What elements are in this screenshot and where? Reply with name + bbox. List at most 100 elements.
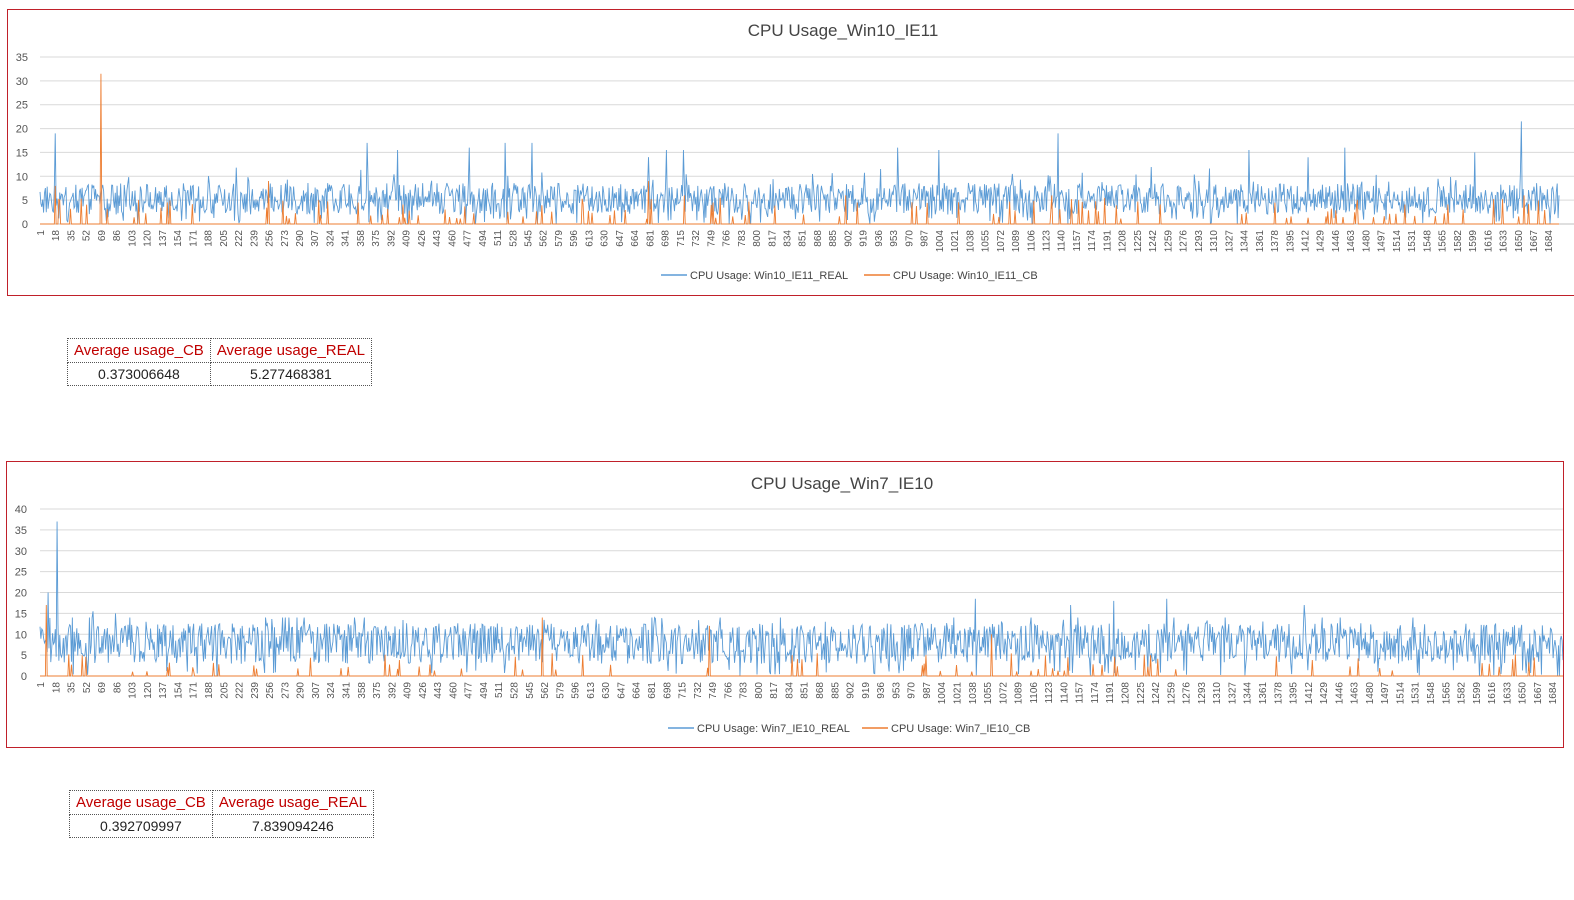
chart-title: CPU Usage_Win7_IE10 <box>751 474 933 493</box>
x-tick-label: 188 <box>204 230 215 247</box>
x-tick-label: 562 <box>540 682 551 699</box>
y-tick-label: 30 <box>15 546 27 558</box>
x-tick-label: 1446 <box>1331 230 1342 253</box>
x-tick-label: 579 <box>555 682 566 699</box>
x-tick-label: 970 <box>907 682 918 699</box>
x-tick-label: 1106 <box>1026 230 1037 252</box>
x-tick-label: 970 <box>904 230 915 247</box>
x-tick-label: 18 <box>51 682 62 694</box>
x-tick-label: 596 <box>569 230 580 247</box>
x-tick-label: 630 <box>601 682 612 699</box>
x-tick-label: 1089 <box>1011 230 1022 253</box>
x-tick-label: 1361 <box>1258 682 1269 705</box>
x-tick-label: 987 <box>920 230 931 247</box>
series-line-real <box>39 121 1560 225</box>
x-tick-label: 154 <box>173 230 184 247</box>
x-tick-label: 1633 <box>1499 230 1510 253</box>
x-tick-label: 358 <box>356 230 367 247</box>
x-tick-label: 749 <box>708 682 719 699</box>
x-tick-label: 1259 <box>1163 230 1174 253</box>
x-tick-label: 239 <box>250 682 261 699</box>
x-tick-label: 1157 <box>1072 230 1083 252</box>
x-tick-label: 205 <box>219 682 230 699</box>
x-tick-label: 851 <box>798 230 809 247</box>
x-tick-label: 35 <box>67 682 78 694</box>
y-tick-label: 40 <box>15 504 27 516</box>
x-tick-label: 1293 <box>1194 230 1205 253</box>
x-tick-label: 1293 <box>1197 682 1208 705</box>
x-tick-label: 681 <box>647 682 658 699</box>
x-tick-label: 1089 <box>1014 682 1025 705</box>
x-tick-label: 307 <box>311 682 322 699</box>
series-line-cb <box>40 605 1563 677</box>
x-tick-label: 1548 <box>1422 230 1433 253</box>
x-tick-label: 664 <box>632 682 643 699</box>
x-tick-label: 1650 <box>1514 230 1525 253</box>
x-tick-label: 1684 <box>1548 682 1559 705</box>
x-tick-label: 511 <box>493 230 504 246</box>
x-tick-label: 817 <box>769 682 780 699</box>
x-tick-label: 1310 <box>1209 230 1220 253</box>
average-usage-table-win7: Average usage_CB Average usage_REAL 0.39… <box>69 790 375 838</box>
x-tick-label: 1616 <box>1483 230 1494 253</box>
x-tick-label: 409 <box>402 230 413 247</box>
x-tick-label: 1276 <box>1179 230 1190 253</box>
x-tick-label: 545 <box>524 230 535 247</box>
x-tick-label: 239 <box>249 230 260 247</box>
x-tick-label: 477 <box>464 682 475 699</box>
x-tick-label: 1 <box>36 230 47 236</box>
x-tick-label: 460 <box>447 230 458 247</box>
x-tick-label: 1327 <box>1227 682 1238 705</box>
header-average-usage-cb: Average usage_CB <box>69 790 213 815</box>
x-tick-label: 1123 <box>1044 682 1055 704</box>
x-tick-label: 1123 <box>1041 230 1052 252</box>
x-tick-label: 885 <box>828 230 839 247</box>
x-tick-label: 1582 <box>1453 230 1464 253</box>
y-tick-label: 20 <box>15 588 27 600</box>
x-tick-label: 630 <box>600 230 611 247</box>
x-tick-label: 1174 <box>1087 230 1098 252</box>
x-tick-label: 1242 <box>1151 682 1162 705</box>
x-tick-label: 35 <box>66 230 77 242</box>
x-tick-label: 766 <box>722 230 733 247</box>
x-tick-label: 409 <box>403 682 414 699</box>
x-tick-label: 1599 <box>1472 682 1483 705</box>
x-tick-label: 1395 <box>1289 682 1300 705</box>
x-tick-label: 936 <box>874 230 885 247</box>
x-tick-label: 851 <box>800 682 811 699</box>
x-tick-label: 1225 <box>1133 230 1144 253</box>
x-tick-label: 18 <box>51 230 62 242</box>
x-tick-label: 919 <box>859 230 870 247</box>
x-tick-label: 596 <box>571 682 582 699</box>
x-tick-label: 1429 <box>1319 682 1330 705</box>
x-tick-label: 528 <box>510 682 521 699</box>
x-tick-label: 341 <box>341 682 352 699</box>
header-average-usage-real: Average usage_REAL <box>211 790 375 815</box>
chart-win7-ie10-plot: CPU Usage_Win7_IE10 0 5 10 15 20 25 30 35 40 1 18 35… <box>15 474 1563 735</box>
x-tick-label: 1531 <box>1411 682 1422 705</box>
series-line-cb <box>40 73 1559 225</box>
x-tick-label: 1072 <box>998 682 1009 705</box>
x-tick-label: 494 <box>479 682 490 699</box>
y-tick-label: 35 <box>15 525 27 537</box>
x-tick-label: 171 <box>188 230 199 247</box>
x-tick-label: 1004 <box>935 230 946 253</box>
x-tick-label: 1565 <box>1441 682 1452 705</box>
x-tick-label: 919 <box>861 682 872 699</box>
x-tick-label: 1463 <box>1350 682 1361 705</box>
y-tick-label: 10 <box>16 171 28 183</box>
average-usage-table-win10: Average usage_CB Average usage_REAL 0.37… <box>67 338 373 386</box>
y-tick-label: 15 <box>16 147 28 159</box>
y-tick-label: 15 <box>15 608 27 620</box>
chart-win10-ie11: CPU Usage_Win10_IE11 0 5 10 15 20 25 30 35 1 18 35 5… <box>7 9 1574 296</box>
x-tick-label: 154 <box>173 682 184 699</box>
x-tick-label: 460 <box>448 682 459 699</box>
x-tick-label: 52 <box>82 682 93 694</box>
x-tick-label: 1361 <box>1255 230 1266 253</box>
x-tick-label: 1378 <box>1270 230 1281 253</box>
x-tick-label: 902 <box>843 230 854 247</box>
x-tick-label: 443 <box>433 682 444 699</box>
series-line-real <box>39 521 1563 676</box>
x-tick-label: 69 <box>97 230 108 242</box>
x-tick-label: 222 <box>234 230 245 247</box>
